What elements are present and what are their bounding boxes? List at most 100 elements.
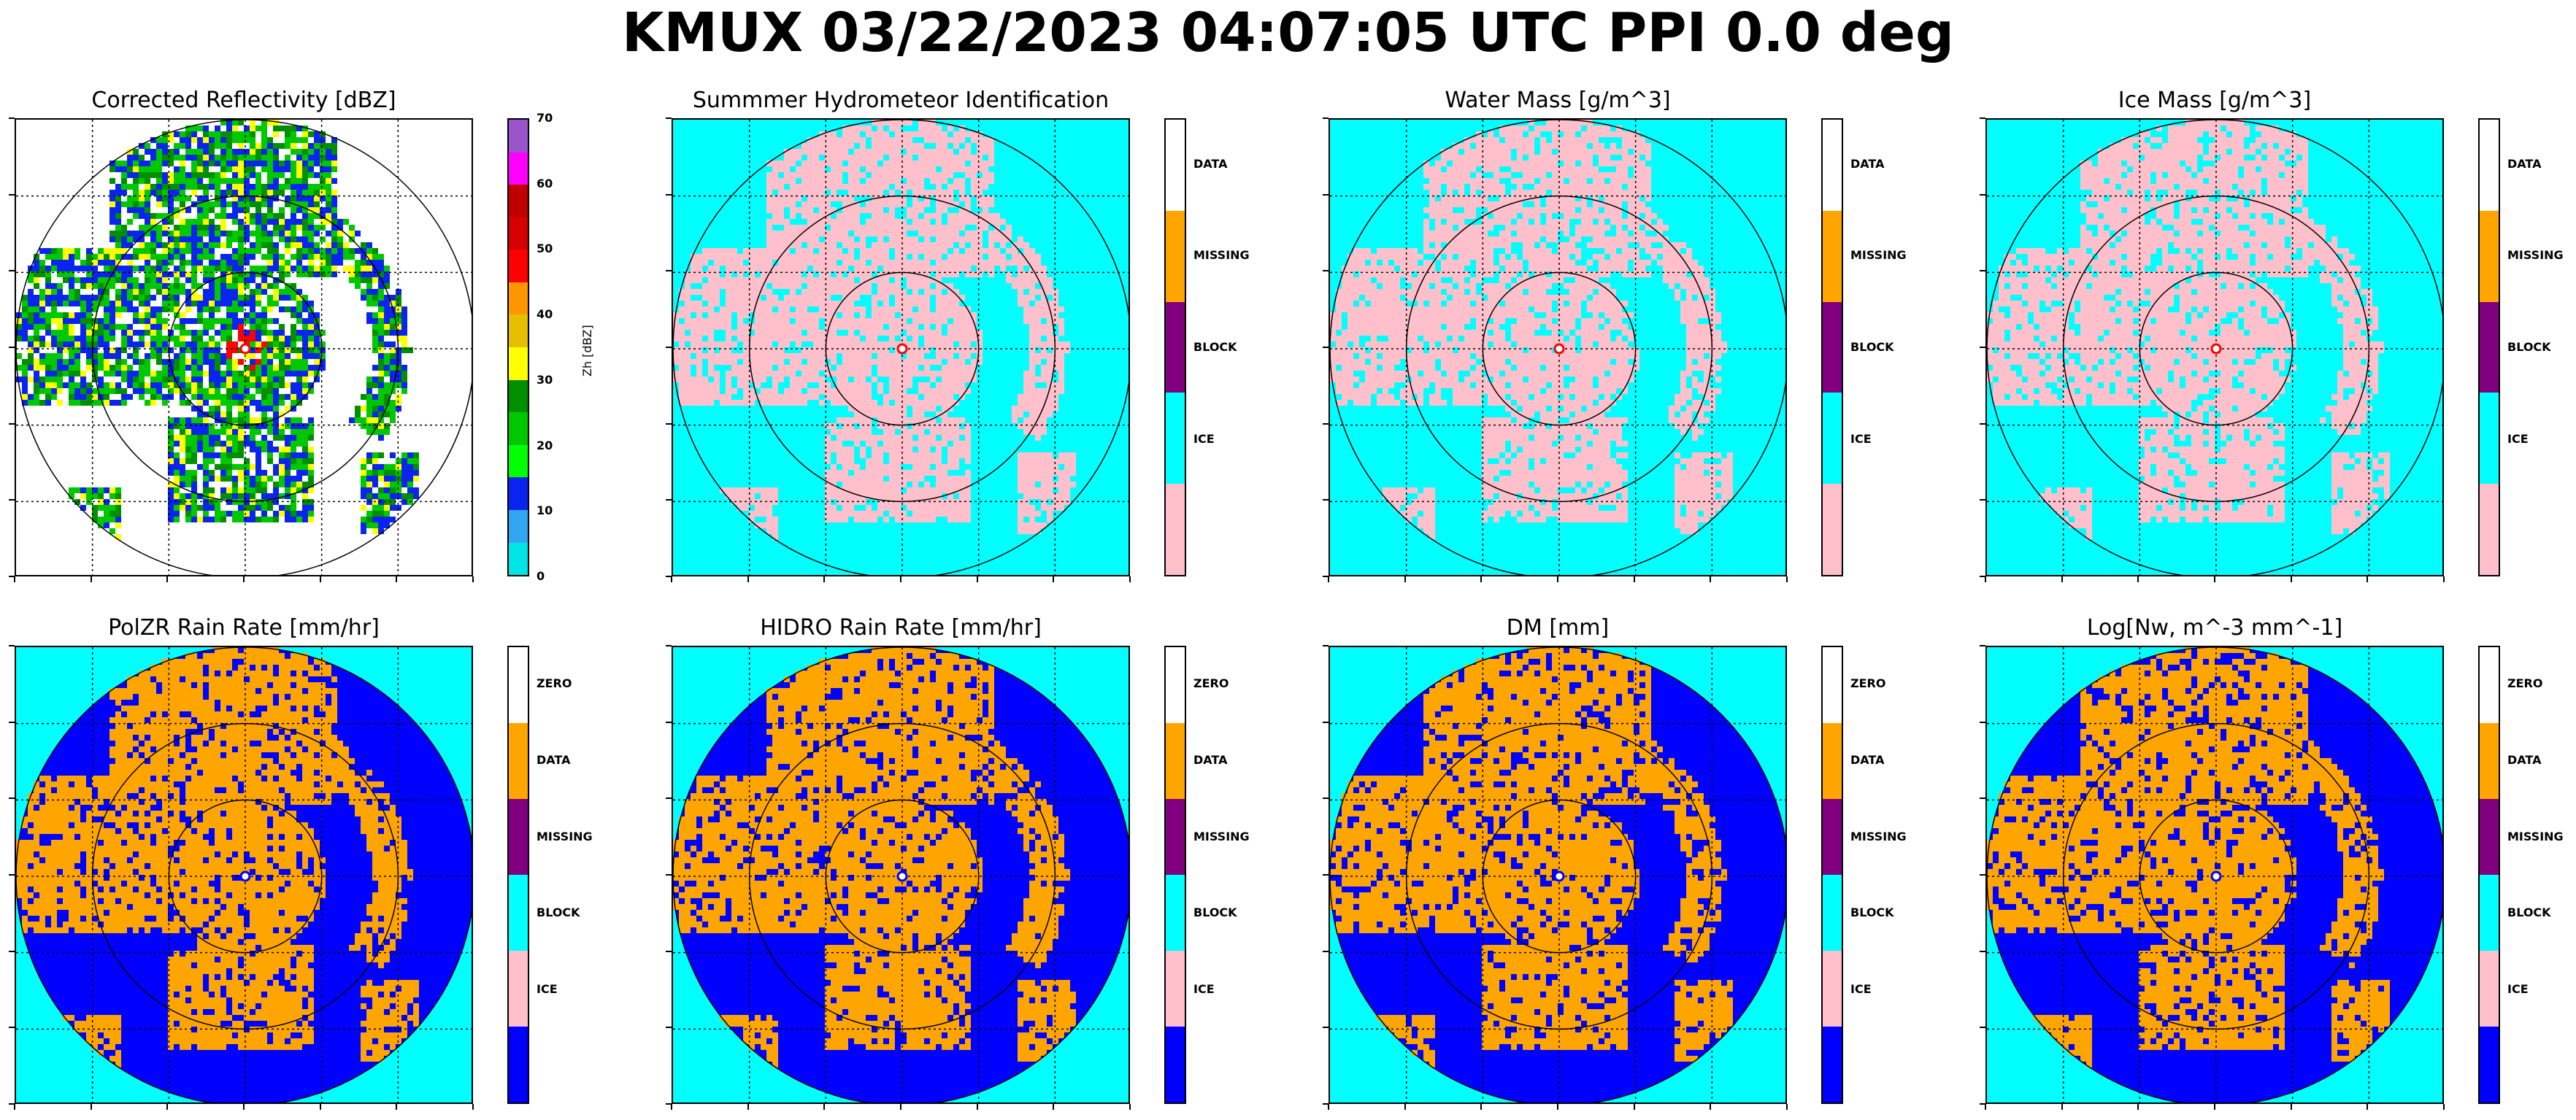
colorbar-tick-label: 70 (537, 111, 553, 125)
axis-tick (90, 1104, 92, 1110)
colorbar-segment (1823, 647, 1842, 723)
colorbar-segment (1166, 210, 1185, 302)
colorbar-segment (2480, 120, 2499, 211)
axis-tick (9, 1027, 15, 1029)
colorbar-category-label: ICE (2507, 982, 2529, 996)
axis-tick (823, 576, 826, 582)
colorbar (507, 118, 529, 576)
range-ring (2139, 271, 2294, 426)
range-ring (168, 271, 323, 426)
colorbar-segment (509, 185, 528, 217)
colorbar-category-label: BLOCK (1193, 340, 1237, 354)
axis-tick (319, 1104, 321, 1110)
radar-panel: Corrected Reflectivity [dBZ] 0 10 20 30 40 50 6… (9, 88, 653, 584)
axis-tick (666, 721, 672, 723)
ppi-plot (1985, 646, 2444, 1104)
colorbar-segment (509, 723, 528, 799)
axis-tick (900, 576, 901, 582)
axis-tick (1323, 1103, 1329, 1105)
axis-tick (243, 1104, 245, 1110)
colorbar-segment (1166, 799, 1185, 875)
colorbar-category-label: DATA (1850, 753, 1885, 767)
colorbar-segment (1823, 1027, 1842, 1102)
colorbar-category-label: MISSING (1193, 248, 1250, 263)
axis-tick (976, 576, 978, 582)
colorbar-category-label: BLOCK (1850, 340, 1894, 354)
axis-tick (671, 1104, 672, 1110)
axis-tick (9, 347, 15, 348)
axis-tick (1323, 499, 1329, 501)
colorbar (2478, 646, 2500, 1104)
axis-tick (666, 576, 672, 577)
axis-tick (1053, 1104, 1055, 1110)
ppi-svg (1987, 120, 2442, 575)
colorbar-category-label: BLOCK (1193, 905, 1237, 920)
colorbar-segment (1166, 1027, 1185, 1102)
axis-tick (319, 576, 321, 582)
axis-tick (14, 576, 15, 582)
axis-tick (666, 874, 672, 876)
echo-cells (16, 647, 419, 1067)
colorbar-segment (509, 379, 528, 413)
colorbar-segment (2480, 799, 2499, 875)
ppi-svg (1987, 647, 2442, 1102)
colorbar-category-label: MISSING (1850, 829, 1907, 843)
range-ring (2139, 799, 2294, 954)
colorbar-category-label: ICE (2507, 431, 2529, 446)
colorbar-segment (1823, 301, 1842, 393)
axis-tick (666, 117, 672, 119)
ppi-plot (1329, 118, 1787, 576)
range-ring (1482, 799, 1637, 954)
axis-tick (2367, 1104, 2369, 1110)
radar-site-marker (1553, 870, 1565, 882)
ppi-svg (1330, 647, 1785, 1102)
echo-cells (1330, 120, 1733, 540)
colorbar-category-label: ZERO (1850, 676, 1886, 691)
colorbar-segment (509, 217, 528, 250)
colorbar-segment (509, 951, 528, 1027)
colorbar-category-label: BLOCK (1850, 905, 1894, 920)
colorbar-segment (1166, 120, 1185, 211)
colorbar-category-label: DATA (1193, 156, 1228, 171)
axis-tick (1328, 1104, 1329, 1110)
echo-cells (1987, 120, 2390, 540)
panel-title: DM [mm] (1506, 615, 1610, 641)
figure-title: KMUX 03/22/2023 04:07:05 UTC PPI 0.0 deg (622, 1, 1954, 64)
colorbar-segment (2480, 210, 2499, 302)
ppi-svg (16, 647, 472, 1102)
colorbar-tick-label: 20 (537, 438, 553, 452)
axis-tick (671, 576, 672, 582)
panel-title: Ice Mass [g/m^3] (2118, 88, 2312, 113)
colorbar-segment (1823, 875, 1842, 951)
axis-tick (1980, 576, 1985, 577)
colorbar-segment (2480, 875, 2499, 951)
colorbar-segment (509, 542, 528, 576)
axis-tick (1980, 422, 1985, 425)
colorbar-tick-label: 50 (537, 242, 553, 256)
colorbar-segment (2480, 1027, 2499, 1102)
panel-title: PolZR Rain Rate [mm/hr] (108, 615, 380, 641)
colorbar-segment (1823, 484, 1842, 575)
axis-tick (666, 422, 672, 425)
colorbar (1821, 646, 1843, 1104)
panel-title: Water Mass [g/m^3] (1445, 88, 1671, 113)
axis-tick (1980, 950, 1985, 952)
axis-tick (1053, 576, 1055, 582)
range-ring (1405, 722, 1713, 1030)
colorbar (1821, 118, 1843, 576)
axis-tick (166, 1104, 169, 1110)
colorbar-segment (2480, 647, 2499, 723)
colorbar-category-label: MISSING (2507, 248, 2564, 263)
axis-tick (2443, 1104, 2445, 1110)
colorbar-segment (1166, 875, 1185, 951)
colorbar-segment (509, 250, 528, 282)
axis-tick (976, 1104, 978, 1110)
colorbar (507, 646, 529, 1104)
ppi-plot (672, 118, 1130, 576)
colorbar-segment (2480, 723, 2499, 799)
axis-tick (1980, 874, 1985, 876)
axis-tick (1480, 576, 1483, 582)
axis-tick (1328, 576, 1329, 582)
radar-site-marker (896, 343, 908, 355)
axis-tick (1633, 1104, 1635, 1110)
